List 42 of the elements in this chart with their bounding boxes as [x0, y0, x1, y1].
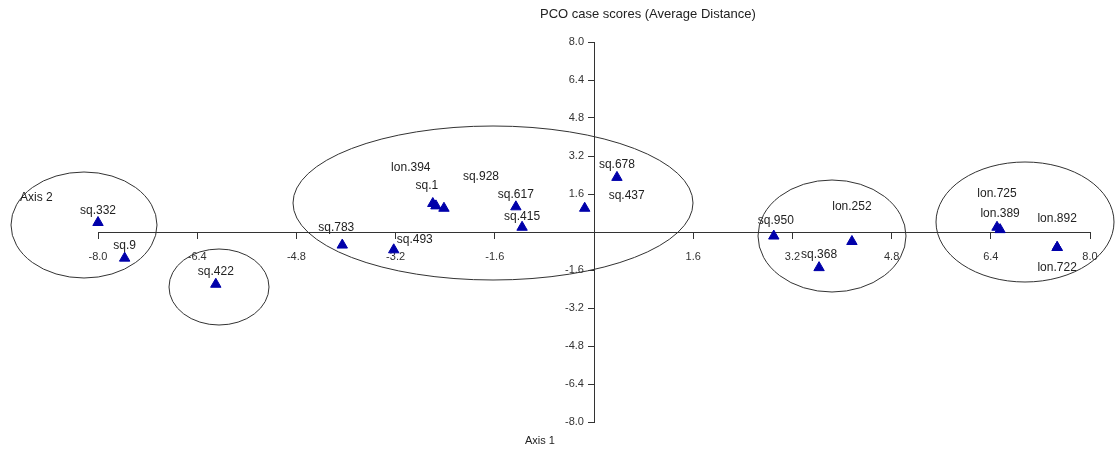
- annotation: sq.1: [415, 178, 439, 193]
- y-tick-label: 3.2: [568, 149, 584, 162]
- y-tick-label: -6.4: [565, 377, 584, 390]
- annotation: sq.950: [757, 213, 795, 228]
- annotation: sq.415: [504, 208, 541, 223]
- annotation: sq.437: [608, 187, 646, 202]
- annotation: lon.394: [391, 159, 431, 174]
- y-tick-label: -3.2: [565, 301, 584, 314]
- x-tick-label: -8.0: [88, 249, 108, 262]
- annotation: lon.252: [832, 198, 872, 213]
- annotation: sq.422: [197, 263, 235, 278]
- x-tick-label: 6.4: [983, 249, 999, 262]
- y-tick-label: 1.6: [568, 187, 584, 200]
- chart-title: PCO case scores (Average Distance): [540, 6, 756, 21]
- y-tick-label: 6.4: [568, 73, 584, 86]
- y-tick-label: -8.0: [565, 415, 584, 428]
- annotation: sq.678: [598, 156, 636, 171]
- x-tick-label: 3.2: [784, 249, 801, 262]
- annotation: sq.617: [497, 187, 535, 202]
- annotation: sq.332: [79, 202, 117, 217]
- x-tick-label: -1.6: [485, 249, 505, 262]
- x-tick-label: 1.6: [685, 249, 701, 262]
- x-tick-label: -3.2: [386, 249, 406, 262]
- annotation: sq.928: [462, 168, 500, 183]
- annotation: sq.368: [801, 246, 838, 261]
- x-tick-label: -6.4: [187, 249, 207, 262]
- annotation: sq.493: [396, 232, 434, 247]
- annotation: sq.783: [318, 220, 355, 235]
- y-axis-title: Axis 2: [20, 190, 53, 204]
- x-axis-title: Axis 1: [525, 434, 555, 446]
- y-tick-label: 8.0: [568, 35, 584, 48]
- annotation: lon.725: [977, 185, 1018, 200]
- y-tick-label: 4.8: [568, 111, 584, 124]
- y-tick-label: -1.6: [565, 263, 584, 276]
- annotation: sq.9: [113, 238, 137, 253]
- x-tick-label: 8.0: [1082, 249, 1098, 262]
- annotation: lon.389: [980, 205, 1021, 220]
- x-tick-label: -4.8: [286, 249, 306, 262]
- annotation: lon.722: [1037, 259, 1078, 274]
- annotation: lon.892: [1037, 210, 1078, 225]
- y-tick-label: -4.8: [565, 339, 584, 352]
- x-tick-label: 4.8: [883, 249, 900, 262]
